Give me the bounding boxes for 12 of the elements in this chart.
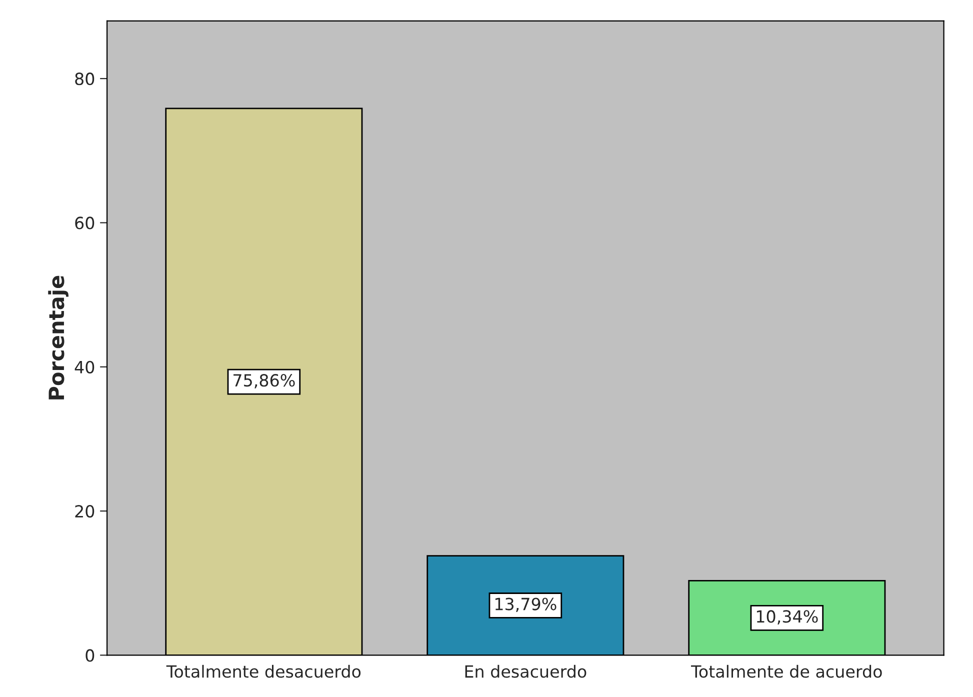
y-axis-title: Porcentaje (48, 276, 68, 400)
y-tick-label: 20 (75, 504, 94, 518)
y-tick-label: 80 (75, 72, 94, 86)
x-tick-label: Totalmente de acuerdo (691, 664, 882, 678)
x-tick-label: En desacuerdo (465, 664, 586, 678)
data-label: 75,86% (234, 374, 295, 388)
y-tick-label: 40 (74, 360, 94, 374)
y-tick-label: 60 (75, 216, 94, 230)
y-tick-label: 0 (86, 649, 94, 662)
data-label: 13,79% (495, 598, 556, 612)
data-label: 10,34% (756, 610, 818, 624)
x-tick-label: Totalmente desacuerdo (166, 664, 361, 678)
